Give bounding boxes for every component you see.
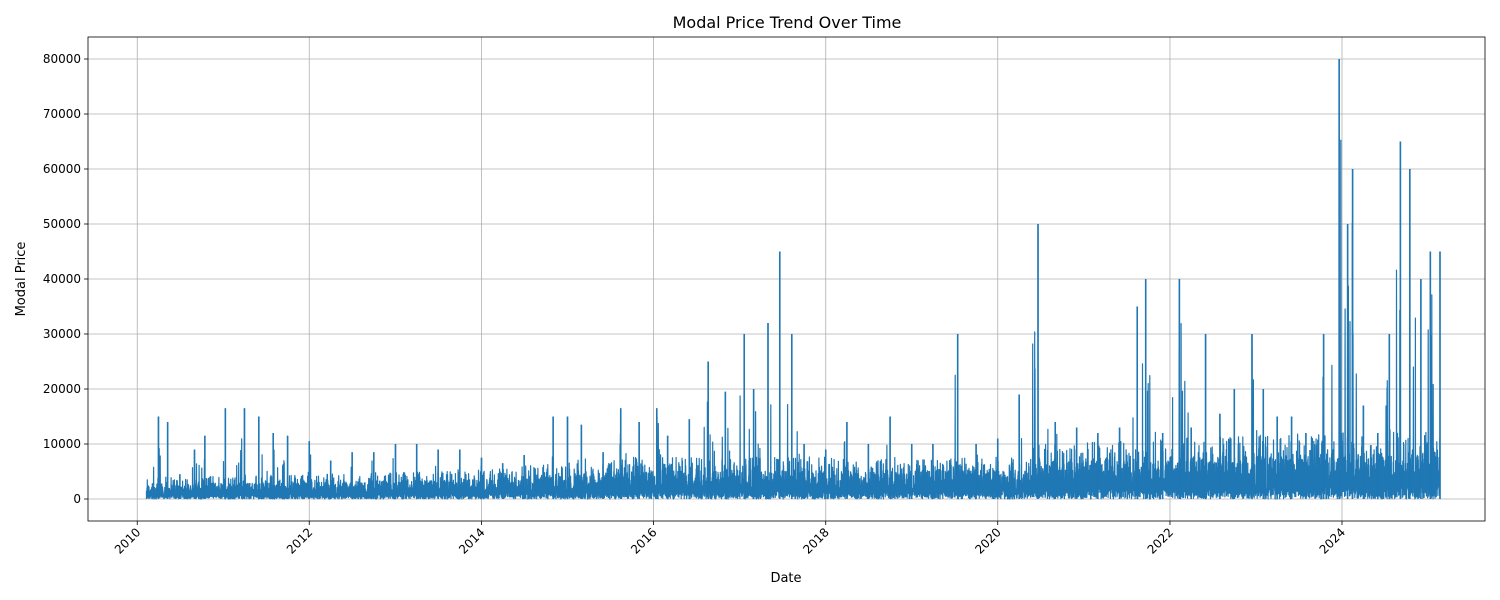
y-tick-label: 60000 [43, 162, 81, 176]
y-tick-label: 70000 [43, 107, 81, 121]
grid-layer [88, 37, 1485, 521]
y-axis: 0 10000 20000 30000 40000 50000 60000 70000 8000… [43, 52, 88, 506]
x-tick-label: 2014 [456, 525, 487, 556]
y-tick-label: 0 [73, 492, 81, 506]
y-tick-label: 40000 [43, 272, 81, 286]
x-tick-label: 2024 [1317, 525, 1348, 556]
y-tick-label: 30000 [43, 327, 81, 341]
x-tick-label: 2022 [1145, 525, 1176, 556]
y-tick-label: 10000 [43, 437, 81, 451]
x-axis: 2010 2012 2014 2016 2018 2020 2022 2024 [112, 521, 1348, 557]
x-tick-label: 2012 [284, 525, 315, 556]
x-axis-title: Date [770, 571, 801, 586]
y-tick-label: 20000 [43, 382, 81, 396]
chart-title: Modal Price Trend Over Time [673, 13, 902, 32]
x-tick-label: 2016 [628, 525, 659, 556]
x-tick-label: 2010 [112, 525, 143, 556]
y-tick-label: 80000 [43, 52, 81, 66]
series-layer [145, 59, 1441, 500]
x-tick-label: 2018 [800, 525, 831, 556]
x-tick-label: 2020 [972, 525, 1003, 556]
y-tick-label: 50000 [43, 217, 81, 231]
y-axis-title: Modal Price [14, 242, 29, 317]
